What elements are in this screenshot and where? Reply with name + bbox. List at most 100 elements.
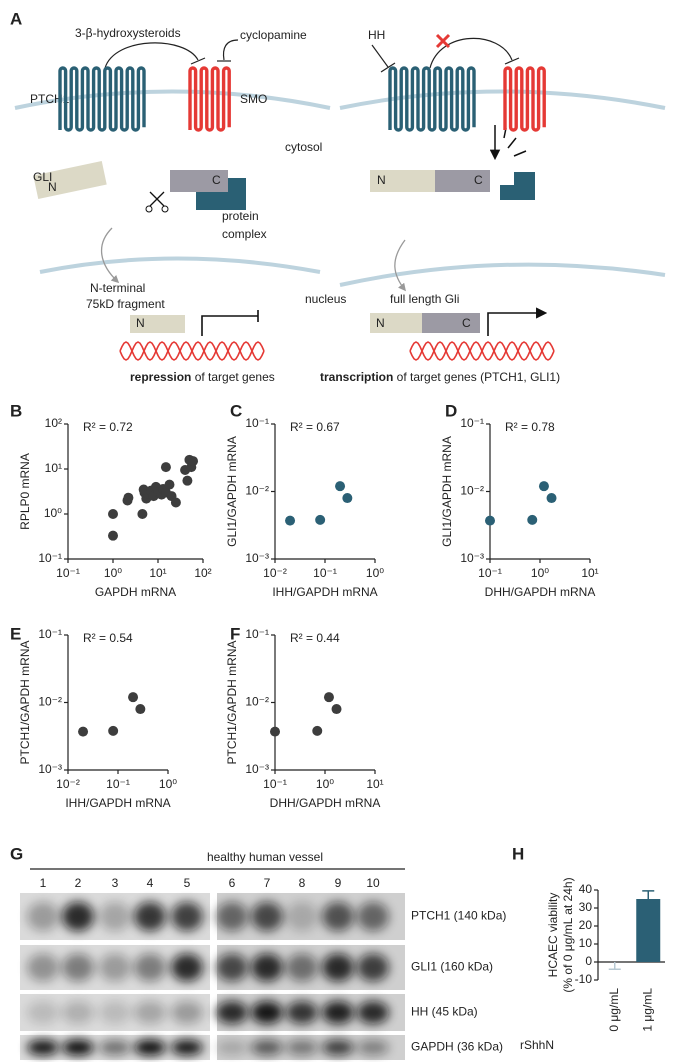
nuclear-membrane (339, 262, 666, 287)
axis-line (67, 635, 168, 771)
point (108, 725, 119, 736)
gli-c-domain (435, 170, 490, 192)
y-tick-label: 20 (579, 918, 593, 932)
translocation-arrow (394, 239, 406, 292)
point (182, 475, 193, 486)
release-marks (503, 127, 527, 157)
diagram: A 3-β-hydroxysteroids cyclopamine PTCH1 … (10, 9, 666, 384)
point (108, 509, 118, 519)
panel-label: A (10, 9, 22, 28)
active-promoter (487, 307, 548, 336)
annotation: R² = 0.54 (83, 631, 133, 645)
band (357, 1039, 389, 1056)
point (335, 481, 346, 492)
y-tick-label: 10⁻³ (245, 551, 269, 565)
row-label: PTCH1 (140 kDa) (411, 909, 506, 923)
lane-number: 4 (147, 876, 154, 890)
y-tick-label: 10⁻¹ (245, 416, 269, 430)
scissors (145, 205, 153, 213)
point (128, 692, 139, 703)
band (286, 953, 318, 982)
point (188, 456, 199, 467)
point (164, 479, 175, 490)
inhibition-arc (429, 37, 513, 69)
band (251, 1000, 283, 1025)
y-tick-label: 10⁻² (245, 695, 269, 709)
x-tick-label: 10⁻¹ (56, 566, 80, 580)
caption: repression of target genes (130, 370, 275, 384)
x-axis-label: GAPDH mRNA (95, 585, 176, 599)
band (99, 901, 131, 932)
band (216, 953, 248, 982)
y-tick-label: 10⁻³ (245, 762, 269, 776)
inhibition-bar (190, 57, 206, 65)
blot-header: healthy human vessel (207, 850, 323, 864)
band (134, 953, 166, 982)
point (170, 497, 181, 508)
y-tick-label: 10⁻³ (38, 762, 62, 776)
y-axis-label: HCAEC viability (546, 893, 560, 978)
band (216, 1039, 248, 1056)
band (251, 901, 283, 932)
x-tick-label: 10⁻² (263, 566, 287, 580)
gli-c-domain (170, 170, 228, 192)
y-axis-label: PTCH1/GAPDH mRNA (18, 640, 32, 764)
x-axis-label: DHH/GAPDH mRNA (270, 796, 381, 810)
point (485, 515, 495, 526)
label: HH (368, 28, 385, 42)
transmembrane-helix (388, 66, 476, 132)
x-tick-label: 10⁻¹ (106, 777, 130, 791)
x-tick-label: 10¹ (149, 566, 166, 580)
x-axis-label: IHH/GAPDH mRNA (272, 585, 377, 599)
blocked-mark (435, 33, 451, 49)
point (160, 462, 171, 473)
x-tick-label: 10¹ (581, 566, 598, 580)
point (342, 493, 353, 504)
y-axis-label: RPLP0 mRNA (18, 453, 32, 530)
repressed-promoter (201, 310, 259, 336)
axis-line (274, 424, 375, 560)
y-tick-label: 10⁻¹ (245, 627, 269, 641)
row-label: HH (45 kDa) (411, 1005, 478, 1019)
x-tick-label: 10⁰ (316, 777, 334, 791)
band (27, 1039, 59, 1056)
protein-complex (500, 172, 535, 200)
lane-number: 5 (184, 876, 191, 890)
band (134, 1039, 166, 1056)
protein-complex (196, 178, 246, 210)
bar (636, 899, 661, 962)
y-tick-label: 10⁻¹ (460, 416, 484, 430)
y-tick-label: 10¹ (45, 461, 62, 475)
label: GLI (33, 170, 52, 184)
band (171, 953, 203, 982)
band (62, 1039, 94, 1056)
row-label: GAPDH (36 kDa) (411, 1040, 503, 1054)
lane-number: 3 (112, 876, 119, 890)
inhibition-bar (380, 62, 396, 73)
transmembrane-helix (188, 66, 231, 132)
label: N (376, 316, 385, 330)
y-axis-label: PTCH1/GAPDH mRNA (225, 640, 239, 764)
label: 75kD fragment (86, 297, 165, 311)
label: C (462, 316, 471, 330)
x-axis-title: rShhN (520, 1038, 554, 1052)
panel-label: E (10, 624, 21, 643)
transmembrane-helix (503, 66, 546, 132)
lane-number: 7 (264, 876, 271, 890)
label: cytosol (285, 140, 322, 154)
band (171, 901, 203, 932)
label: N (377, 173, 386, 187)
x-axis-label: DHH/GAPDH mRNA (485, 585, 596, 599)
x-tick-label: 10⁻¹ (478, 566, 502, 580)
y-tick-label: 10⁻³ (460, 551, 484, 565)
point (138, 484, 149, 495)
x-tick-label: 1 μg/mL (640, 988, 654, 1032)
y-tick-label: 40 (579, 882, 593, 896)
label: C (212, 173, 221, 187)
point (135, 704, 146, 715)
translocation-arrow (100, 227, 120, 284)
panel-label: H (512, 844, 524, 863)
x-tick-label: 10⁰ (366, 566, 384, 580)
label: full length Gli (390, 292, 459, 306)
band (134, 901, 166, 932)
